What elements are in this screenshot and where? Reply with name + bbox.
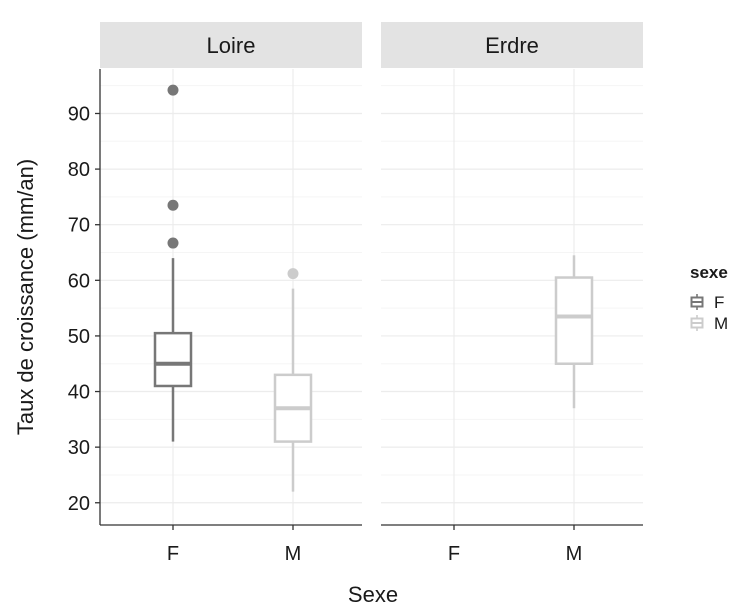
legend-key-f: F: [690, 293, 724, 312]
y-tick-label: 60: [68, 270, 90, 292]
iqr-box: [153, 331, 193, 388]
x-tick-label: F: [167, 543, 179, 565]
outlier-point: [167, 237, 179, 249]
y-tick-label: 70: [68, 215, 90, 237]
facet-strip-label: Loire: [207, 33, 256, 58]
y-tick-label: 90: [68, 103, 90, 125]
x-axis-title: Sexe: [348, 582, 398, 607]
facet-strip: [100, 22, 362, 68]
facet-strip-label: Erdre: [485, 33, 539, 58]
facet-strip: [381, 22, 643, 68]
facet-panel-loire: Loire F M 20 30 40 50 60 70 80 90: [68, 22, 362, 565]
x-tick-label: M: [566, 543, 583, 565]
box-loire-f: [153, 84, 193, 442]
box-erdre-m: [554, 255, 594, 409]
box-loire-m: [273, 268, 313, 492]
legend-title: sexe: [690, 263, 728, 282]
outlier-point: [287, 268, 299, 280]
x-tick-label: F: [448, 543, 460, 565]
legend-label: F: [714, 293, 724, 312]
legend-label: M: [714, 314, 728, 333]
facet-panel-erdre: Erdre F M: [381, 22, 643, 565]
iqr-box: [554, 276, 594, 365]
y-tick-label: 20: [68, 493, 90, 515]
y-tick-label: 30: [68, 437, 90, 459]
y-tick-label: 80: [68, 159, 90, 181]
y-tick-label: 50: [68, 326, 90, 348]
y-tick-label: 40: [68, 382, 90, 404]
outlier-point: [167, 199, 179, 211]
legend-key-m: M: [690, 314, 728, 333]
x-tick-label: M: [285, 543, 302, 565]
outlier-point: [167, 84, 179, 96]
legend: sexe FM: [690, 263, 728, 333]
y-axis-title: Taux de croissance (mm/an): [13, 159, 38, 435]
